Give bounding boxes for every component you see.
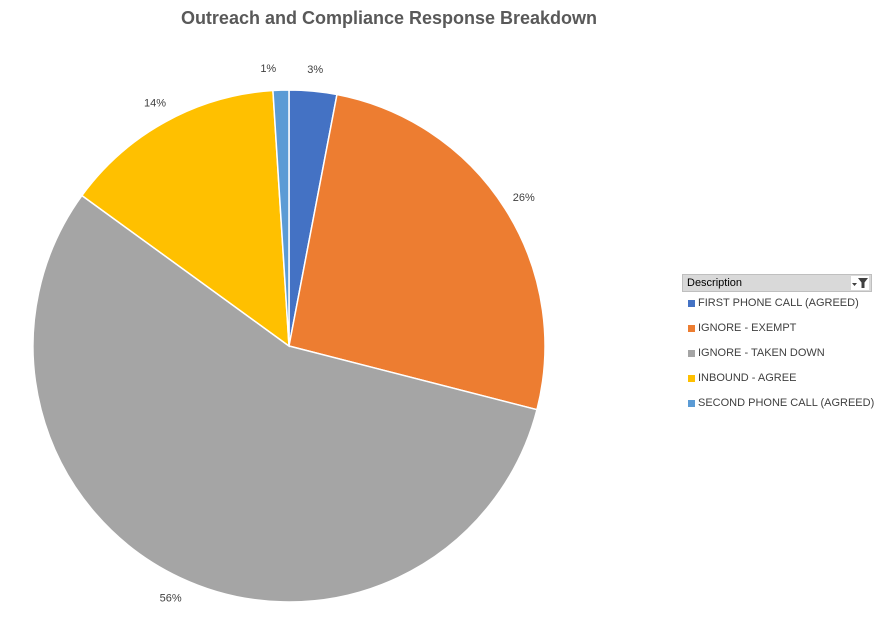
- legend-item[interactable]: FIRST PHONE CALL (AGREED): [682, 292, 872, 317]
- pie-slice-inbound-agree: [80, 89, 290, 348]
- legend-label: FIRST PHONE CALL (AGREED): [698, 297, 859, 309]
- legend-item[interactable]: INBOUND - AGREE: [682, 367, 872, 392]
- legend-item[interactable]: IGNORE - EXEMPT: [682, 317, 872, 342]
- pie-slice-ignore-taken-down: [32, 194, 538, 603]
- legend-swatch: [688, 375, 695, 382]
- data-label: 26%: [513, 192, 535, 204]
- filter-dropdown-button[interactable]: [851, 276, 869, 290]
- pie-slice-ignore-exempt: [288, 93, 546, 411]
- data-label: 56%: [160, 593, 182, 605]
- legend-label: IGNORE - EXEMPT: [698, 322, 797, 334]
- legend-title: Description: [687, 277, 743, 289]
- legend-label: INBOUND - AGREE: [698, 372, 797, 384]
- data-label: 3%: [307, 64, 323, 76]
- legend-swatch: [688, 400, 695, 407]
- legend-swatch: [688, 300, 695, 307]
- legend-label: SECOND PHONE CALL (AGREED): [698, 397, 875, 409]
- legend-items: FIRST PHONE CALL (AGREED) IGNORE - EXEMPT…: [682, 292, 875, 417]
- legend-swatch: [688, 350, 695, 357]
- legend-label: IGNORE - TAKEN DOWN: [698, 347, 825, 359]
- legend-item[interactable]: IGNORE - TAKEN DOWN: [682, 342, 872, 367]
- pie-slice-second-phone-call-agreed: [272, 89, 290, 347]
- data-label: 14%: [144, 97, 166, 109]
- legend-header: Description: [682, 274, 872, 292]
- data-label: 1%: [260, 63, 276, 75]
- chart-title: Outreach and Compliance Response Breakdo…: [180, 8, 598, 28]
- legend-item[interactable]: SECOND PHONE CALL (AGREED): [682, 392, 875, 417]
- legend-swatch: [688, 325, 695, 332]
- legend: Description FIRST PHONE CALL (AGREED) IGN…: [682, 274, 875, 417]
- filter-icon: [852, 278, 868, 288]
